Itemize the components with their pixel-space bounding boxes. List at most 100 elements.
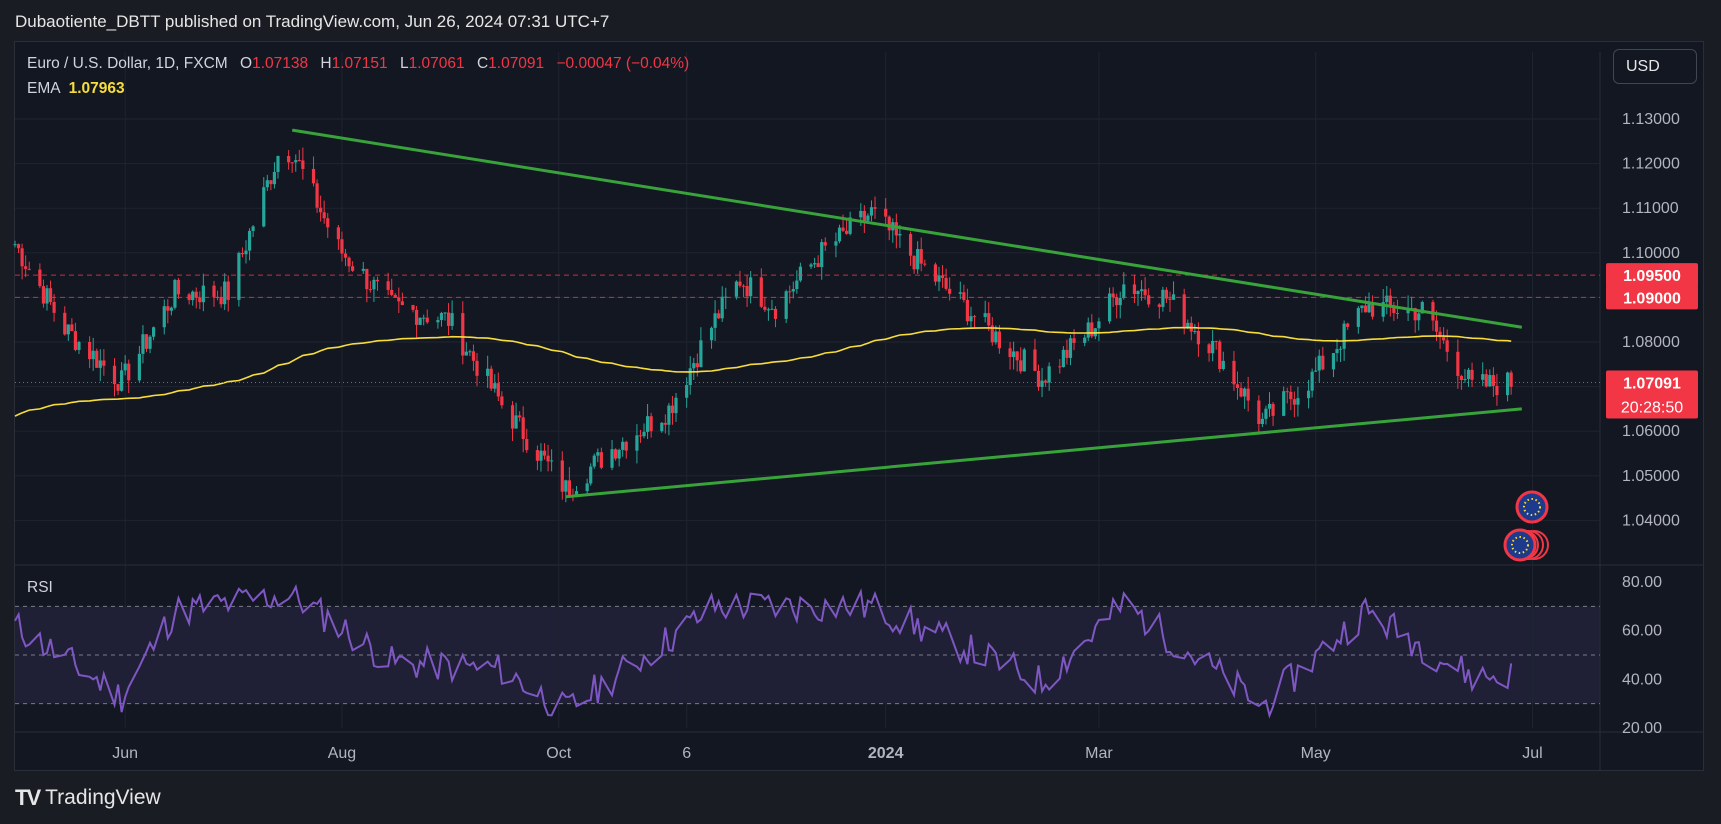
candle-body xyxy=(1488,375,1492,387)
candle-body xyxy=(1022,349,1026,372)
candle-body xyxy=(749,277,753,297)
candle-body xyxy=(997,331,1002,349)
x-tick-label: 2024 xyxy=(868,745,904,762)
candle-body xyxy=(1161,289,1165,307)
candle-body xyxy=(461,313,465,356)
candle-body xyxy=(287,155,291,163)
candle-body xyxy=(1470,369,1474,380)
candle-body xyxy=(1420,302,1424,314)
candle-body xyxy=(414,309,419,325)
candle-body xyxy=(1413,308,1417,321)
candle-body xyxy=(70,324,74,332)
candle-body xyxy=(368,289,372,291)
candle-body xyxy=(908,234,913,256)
candle-body xyxy=(450,313,454,326)
candle-body xyxy=(1338,348,1343,350)
candle-body xyxy=(1395,312,1400,314)
candle-body xyxy=(1385,295,1389,303)
candle-body xyxy=(688,368,692,386)
candle-body xyxy=(400,301,404,306)
low-value: 1.07061 xyxy=(408,55,465,72)
symbol-label[interactable]: Euro / U.S. Dollar, 1D, FXCM xyxy=(27,55,228,72)
candle-body xyxy=(820,242,824,268)
candle-body xyxy=(1285,391,1289,393)
candle-body xyxy=(226,281,230,300)
candle-body xyxy=(1342,323,1346,349)
tradingview-logo[interactable]: TV TradingView xyxy=(15,785,161,811)
candle-body xyxy=(1257,400,1261,425)
candle-body xyxy=(642,431,646,437)
candle-body xyxy=(262,187,266,227)
candle-body xyxy=(127,363,131,381)
candle-body xyxy=(1193,330,1197,332)
open-value: 1.07138 xyxy=(252,55,309,72)
candle-body xyxy=(1115,297,1119,306)
resistance-1-badge-bg xyxy=(1606,263,1698,288)
candle-body xyxy=(919,249,923,264)
candle-body xyxy=(866,215,870,221)
candle-body xyxy=(1239,387,1243,397)
candle-body xyxy=(16,244,21,249)
brand-name: TradingView xyxy=(45,786,161,809)
candle-body xyxy=(887,216,891,231)
candle-body xyxy=(294,160,298,163)
candle-body xyxy=(994,331,998,343)
candle-body xyxy=(471,351,476,361)
candle-body xyxy=(1122,284,1126,299)
candle-body xyxy=(88,342,92,360)
candle-body xyxy=(1068,338,1073,358)
candle-body xyxy=(1090,322,1094,337)
candle-body xyxy=(1040,380,1044,387)
candle-body xyxy=(1008,348,1012,358)
candle-body xyxy=(386,281,390,290)
candle-body xyxy=(1381,302,1385,317)
candle-body xyxy=(596,452,600,456)
ema-legend[interactable]: EMA 1.07963 xyxy=(27,80,125,98)
resistance-2-badge-bg xyxy=(1606,285,1698,310)
candle-body xyxy=(738,281,742,286)
candle-body xyxy=(1168,298,1172,300)
candle-body xyxy=(709,327,714,341)
candle-body xyxy=(1356,308,1360,327)
candle-body xyxy=(685,385,689,398)
candle-body xyxy=(535,450,540,461)
candle-body xyxy=(514,415,518,429)
candle-body xyxy=(301,160,305,169)
candle-body xyxy=(1143,289,1147,296)
candle-body xyxy=(1463,379,1467,381)
rsi-tick-label: 40.00 xyxy=(1622,671,1662,688)
candle-body xyxy=(1097,321,1101,329)
candle-body xyxy=(1186,322,1190,328)
candle-body xyxy=(1047,366,1051,383)
candle-body xyxy=(1264,408,1268,419)
candle-body xyxy=(948,288,952,294)
candle-body xyxy=(1388,295,1392,306)
candle-body xyxy=(290,162,294,164)
open-key: O xyxy=(240,55,253,72)
candle-body xyxy=(1218,341,1222,370)
candle-body xyxy=(496,383,500,397)
candle-body xyxy=(322,212,326,219)
candle-body xyxy=(663,422,667,425)
candle-body xyxy=(837,227,842,242)
candle-body xyxy=(1086,322,1090,338)
candle-body xyxy=(1417,313,1421,321)
trendline xyxy=(565,407,1522,499)
candle-body xyxy=(518,415,522,418)
published-caption: Dubaotiente_DBTT published on TradingVie… xyxy=(15,12,610,31)
candle-body xyxy=(244,250,248,255)
candle-body xyxy=(166,306,170,311)
ohlc-legend: Euro / U.S. Dollar, 1D, FXCM O1.07138 H1… xyxy=(27,55,689,73)
candle-body xyxy=(1310,371,1314,391)
currency-button[interactable]: USD xyxy=(1613,49,1697,84)
candle-body xyxy=(141,334,145,354)
candle-body xyxy=(983,313,987,317)
candle-body xyxy=(102,360,106,366)
rsi-label[interactable]: RSI xyxy=(27,579,53,596)
candle-body xyxy=(365,268,369,290)
candle-body xyxy=(617,449,621,459)
candle-body xyxy=(859,210,863,218)
candle-body xyxy=(219,296,223,305)
candle-body xyxy=(1171,294,1176,300)
